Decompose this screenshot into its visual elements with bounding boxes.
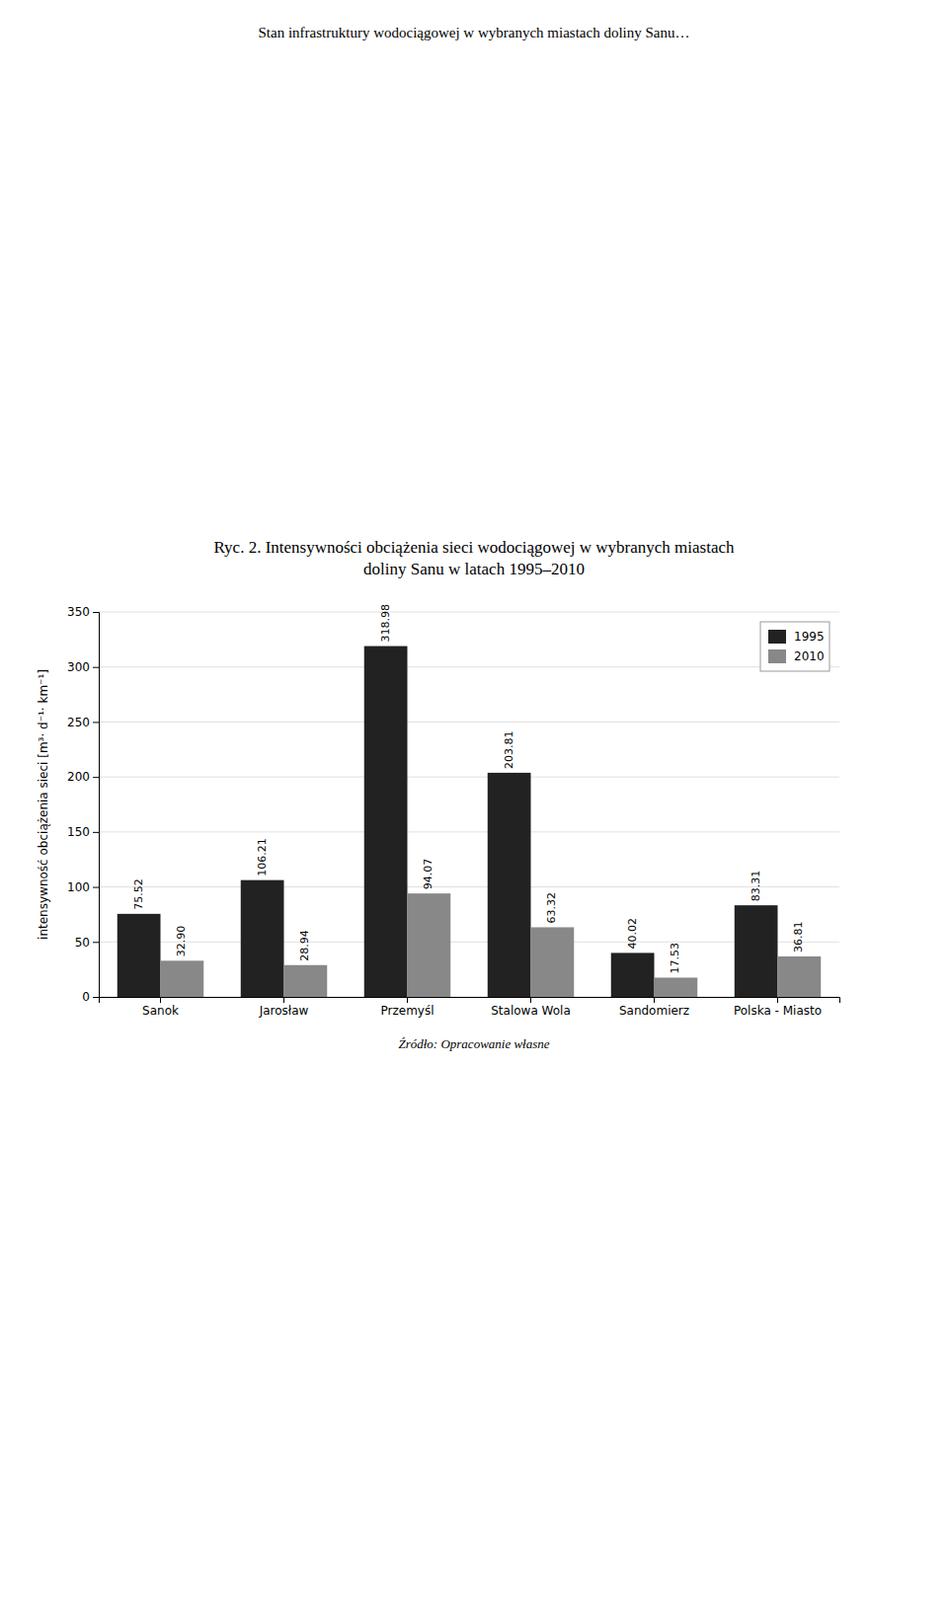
tick-label: 150 — [67, 825, 90, 840]
tick-mark — [777, 997, 779, 1004]
y-tick: 300 — [67, 660, 99, 675]
tick-label: Sanok — [142, 1004, 179, 1019]
page-title: Stan infrastruktury wodociągowej w wybra… — [258, 24, 691, 41]
y-axis: 0 50 100 150 200 250 300 350 — [67, 605, 99, 1005]
tick-mark — [283, 997, 285, 1004]
tick-mark — [92, 887, 99, 889]
y-tick: 250 — [67, 715, 99, 730]
data-label: 32.90 — [174, 926, 188, 958]
grid-line — [98, 831, 840, 833]
tick-label: Jarosław — [258, 1004, 310, 1019]
data-label: 28.94 — [298, 930, 312, 962]
tick-label: 100 — [67, 880, 90, 895]
legend-box — [760, 622, 830, 672]
legend-label: 1995 — [793, 630, 825, 644]
bar-series — [160, 893, 822, 998]
y-tick: 50 — [75, 936, 99, 950]
legend-item: 1995 — [768, 630, 825, 645]
chart-caption: Ryc. 2. Intensywności obciążenia sieci w… — [213, 538, 735, 557]
legend-label: 2010 — [793, 649, 825, 664]
data-label: 203.81 — [502, 730, 516, 770]
axis-line — [92, 613, 100, 999]
data-labels: 75.52 106.21 318.98 203.81 40.02 83.31 32.90 28… — [132, 604, 806, 974]
legend: 1995 2010 — [760, 622, 830, 672]
tick-label: 50 — [75, 936, 90, 950]
tick-mark — [92, 832, 99, 834]
bar-series — [117, 646, 779, 998]
tick-label: 350 — [67, 605, 90, 620]
legend-swatch — [768, 649, 787, 664]
tick-label: Stalowa Wola — [490, 1004, 571, 1019]
x-tick: Polska - Miasto — [733, 997, 822, 1019]
tick-mark — [92, 777, 99, 779]
tick-label: 0 — [81, 990, 90, 1005]
x-tick: Przemyśl — [380, 997, 434, 1019]
data-label: 63.32 — [545, 892, 558, 925]
x-tick: Jarosław — [258, 997, 310, 1019]
tick-label: Polska - Miasto — [733, 1004, 822, 1019]
tick-mark — [92, 667, 99, 669]
bar — [654, 977, 699, 998]
grid — [98, 612, 840, 998]
bar — [734, 905, 779, 998]
data-label: 106.21 — [255, 838, 269, 877]
y-axis-title: intensywność obciążenia sieci [m³· d⁻¹· … — [36, 669, 51, 941]
y-tick: 0 — [81, 990, 99, 1005]
legend-swatch — [768, 630, 787, 644]
tick-mark — [92, 997, 99, 999]
data-label: 36.81 — [791, 921, 805, 953]
tick-label: 250 — [67, 715, 90, 730]
tick-label: 200 — [67, 770, 90, 785]
grid-line — [98, 886, 840, 888]
plot: 75.52 106.21 318.98 203.81 40.02 83.31 32.90 28… — [36, 604, 841, 1018]
x-axis: Sanok Jarosław Przemyśl Stalowa Wola Sandomi… — [99, 997, 841, 1019]
x-tick: Sanok — [142, 997, 179, 1019]
bar — [117, 914, 161, 998]
y-tick: 200 — [67, 770, 99, 785]
bar — [364, 646, 408, 998]
grid-line — [98, 612, 840, 614]
x-tick: Stalowa Wola — [490, 997, 571, 1019]
bar — [284, 965, 328, 998]
grid-line — [98, 777, 840, 779]
grid-line — [98, 666, 840, 668]
tick-label: Sandomierz — [619, 1004, 690, 1019]
tick-mark — [406, 997, 408, 1004]
bar — [160, 960, 205, 998]
data-label: 75.52 — [132, 878, 146, 911]
tick-mark — [92, 942, 99, 944]
bar — [531, 927, 575, 998]
tick-mark — [653, 997, 655, 1004]
tick-label: Przemyśl — [380, 1004, 434, 1019]
chart: Stan infrastruktury wodociągowej w wybra… — [0, 0, 948, 1600]
bar — [407, 893, 452, 998]
y-tick: 100 — [67, 880, 99, 895]
grid-line — [98, 942, 840, 944]
tick-mark — [159, 997, 161, 1004]
bars — [117, 646, 822, 998]
data-label: 40.02 — [626, 918, 639, 950]
grid-line — [98, 721, 840, 723]
legend-item: 2010 — [768, 649, 825, 665]
tick-label: 300 — [67, 660, 90, 675]
tick-mark — [92, 721, 99, 723]
source-note: Źródło: Opracowanie własne — [397, 1036, 550, 1052]
bar — [778, 956, 822, 998]
tick-mark — [92, 612, 99, 614]
bar — [611, 952, 655, 998]
axis-line — [99, 998, 841, 1005]
data-label: 318.98 — [379, 604, 393, 643]
x-tick: Sandomierz — [619, 997, 690, 1019]
bar — [487, 773, 532, 998]
y-tick: 350 — [67, 605, 99, 620]
bar — [240, 880, 285, 998]
data-label: 83.31 — [749, 870, 763, 903]
chart-caption: doliny Sanu w latach 1995–2010 — [363, 559, 585, 579]
data-label: 17.53 — [668, 943, 682, 975]
data-label: 94.07 — [421, 859, 435, 891]
y-tick: 150 — [67, 825, 99, 840]
tick-mark — [530, 997, 532, 1004]
